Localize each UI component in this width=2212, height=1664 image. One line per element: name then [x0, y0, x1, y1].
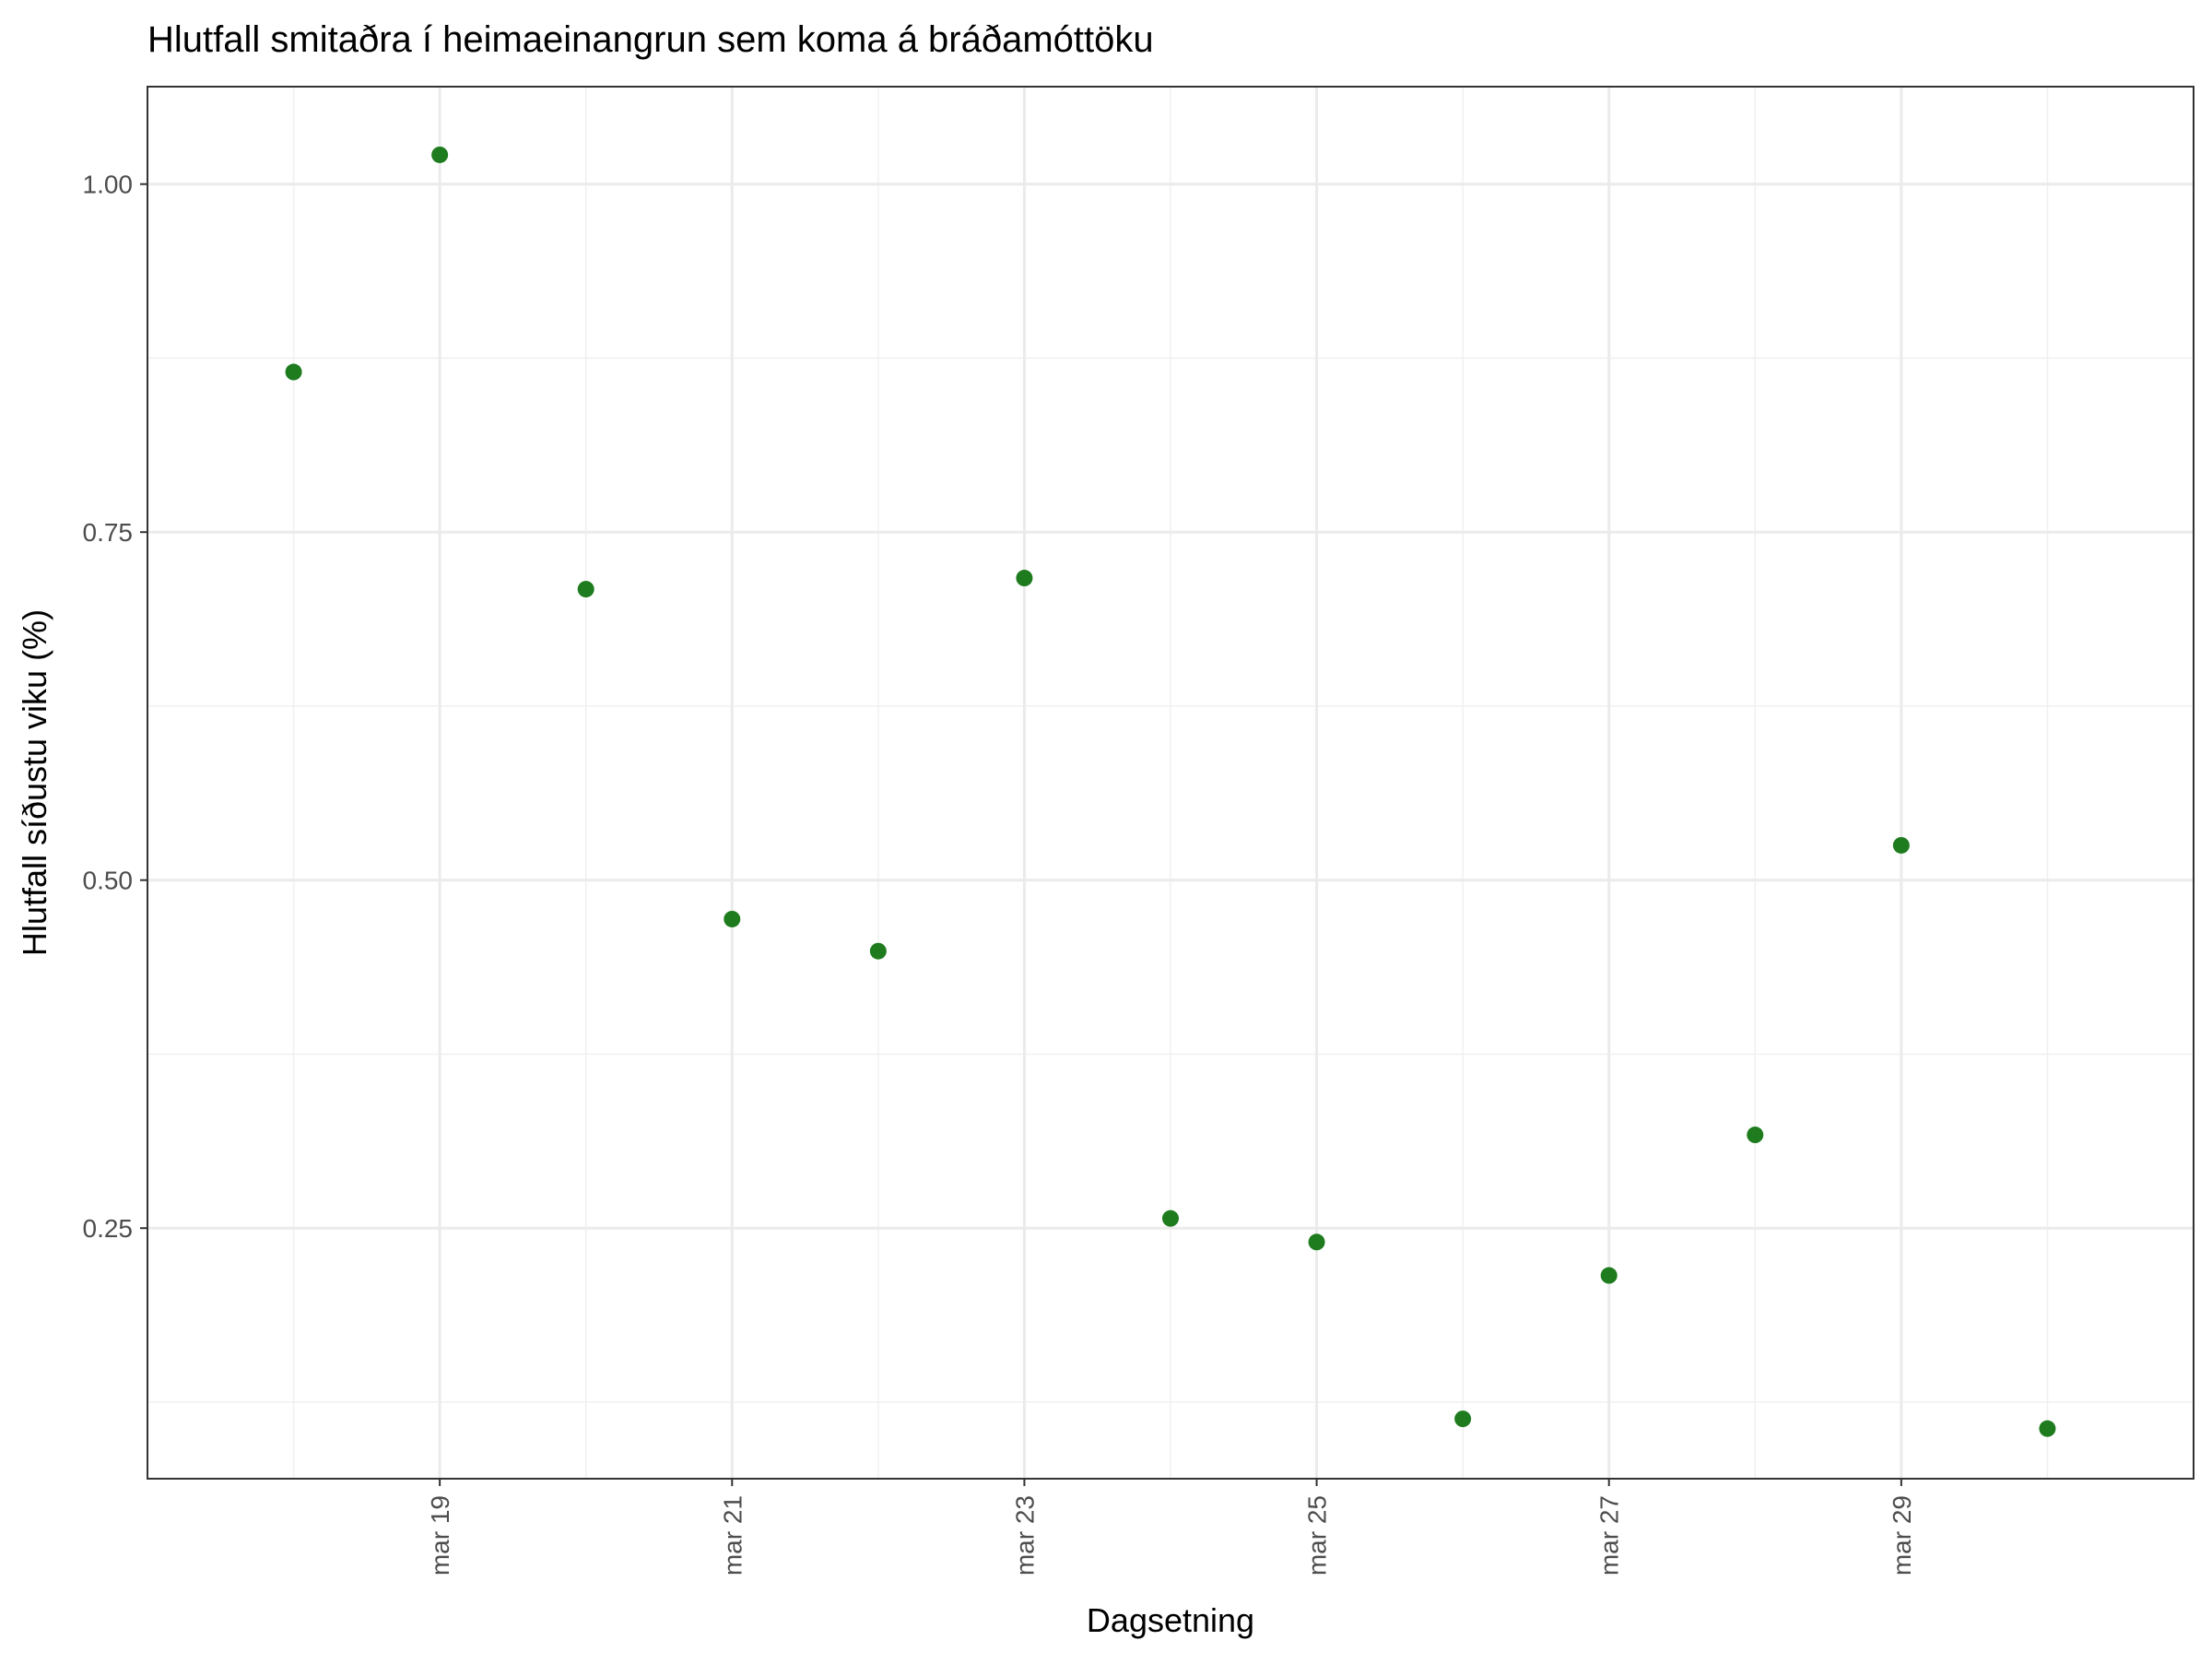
chart-title: Hlutfall smitaðra í heimaeinangrun sem k… — [147, 19, 1154, 60]
data-point — [1016, 570, 1033, 587]
data-point — [1454, 1410, 1472, 1428]
y-tick-label: 1.00 — [83, 171, 134, 199]
y-axis-label: Hlutfall síðustu viku (%) — [16, 609, 53, 956]
data-point — [1747, 1127, 1764, 1144]
data-points — [285, 146, 2056, 1437]
data-point — [1892, 836, 1910, 854]
data-point — [285, 363, 302, 381]
data-point — [2039, 1420, 2056, 1437]
x-tick-label: mar 23 — [1010, 1495, 1039, 1575]
y-tick-label: 0.25 — [83, 1214, 134, 1243]
data-point — [1600, 1267, 1618, 1284]
x-tick-label: mar 27 — [1595, 1495, 1624, 1575]
y-tick-label: 0.75 — [83, 518, 134, 547]
data-point — [431, 146, 449, 163]
x-axis-label: Dagsetning — [1087, 1601, 1254, 1639]
x-tick-label: mar 29 — [1888, 1495, 1916, 1575]
x-axis: mar 19 mar 21 mar 23 mar 25 mar 27 mar 29 — [426, 1479, 1916, 1575]
data-point — [869, 942, 887, 960]
x-tick-label: mar 19 — [426, 1495, 454, 1575]
y-axis: 0.25 0.50 0.75 1.00 — [83, 171, 147, 1243]
plot-border — [147, 86, 2194, 1480]
x-tick-label: mar 25 — [1303, 1495, 1332, 1575]
y-tick-label: 0.50 — [83, 867, 134, 895]
data-point — [724, 910, 741, 927]
x-tick-label: mar 21 — [718, 1495, 747, 1575]
data-point — [577, 581, 594, 598]
data-point — [1162, 1210, 1179, 1227]
data-point — [1308, 1233, 1325, 1251]
